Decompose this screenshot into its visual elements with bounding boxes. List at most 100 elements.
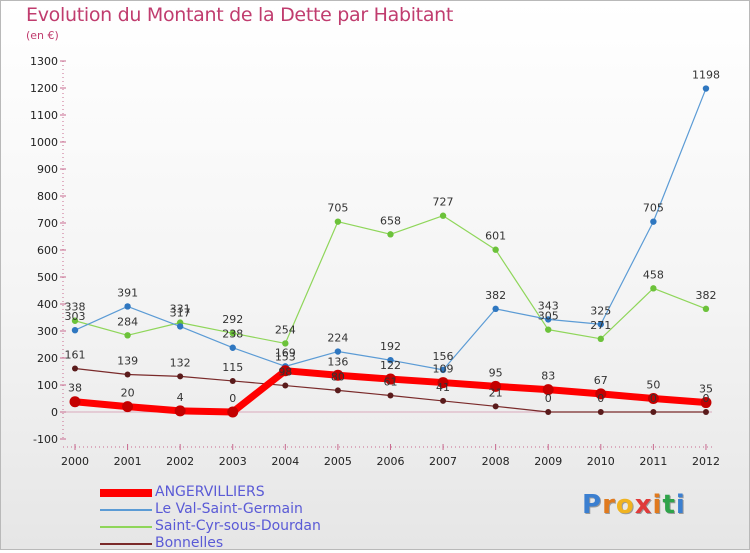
data-label-saint-cyr-sous-dourdan: 305 bbox=[538, 310, 559, 323]
data-label-saint-cyr-sous-dourdan: 292 bbox=[222, 313, 243, 326]
data-label-le-val-saint-germain: 303 bbox=[65, 310, 86, 323]
data-label-bonnelles: 98 bbox=[278, 366, 292, 379]
y-tick-label: 800 bbox=[37, 190, 58, 203]
data-label-angervilliers: 122 bbox=[380, 359, 401, 372]
data-label-saint-cyr-sous-dourdan: 458 bbox=[643, 268, 664, 281]
y-tick-label: 100 bbox=[37, 379, 58, 392]
series-line-le-val-saint-germain bbox=[74, 87, 707, 371]
x-tick-label: 2009 bbox=[534, 455, 562, 468]
data-point-saint-cyr-sous-dourdan bbox=[229, 329, 236, 337]
data-label-le-val-saint-germain: 705 bbox=[643, 202, 664, 215]
y-tick-label: -100 bbox=[33, 433, 58, 446]
data-label-le-val-saint-germain: 325 bbox=[590, 304, 611, 317]
y-tick-label: 700 bbox=[37, 217, 58, 230]
data-point-le-val-saint-germain bbox=[229, 344, 236, 351]
data-point-bonnelles bbox=[334, 387, 341, 394]
x-tick-label: 2012 bbox=[692, 455, 720, 468]
data-label-saint-cyr-sous-dourdan: 382 bbox=[695, 289, 716, 302]
data-point-angervilliers bbox=[490, 380, 502, 392]
data-point-angervilliers bbox=[700, 397, 712, 409]
data-label-bonnelles: 21 bbox=[489, 386, 503, 399]
data-point-le-val-saint-germain bbox=[334, 348, 342, 355]
data-label-saint-cyr-sous-dourdan: 705 bbox=[327, 202, 348, 215]
x-tick-label: 2007 bbox=[429, 455, 457, 468]
y-tick-label: 400 bbox=[37, 298, 58, 311]
x-tick-label: 2003 bbox=[219, 455, 247, 468]
data-label-bonnelles: 161 bbox=[65, 349, 86, 362]
data-point-bonnelles bbox=[597, 409, 604, 415]
data-point-saint-cyr-sous-dourdan bbox=[439, 212, 447, 219]
legend-label: Le Val-Saint-Germain bbox=[155, 501, 303, 517]
logo-letter: i bbox=[652, 490, 663, 520]
data-label-bonnelles: 0 bbox=[650, 392, 657, 405]
x-tick-label: 2004 bbox=[271, 455, 299, 468]
data-label-angervilliers: 83 bbox=[541, 370, 555, 383]
data-label-le-val-saint-germain: 317 bbox=[170, 306, 191, 319]
data-label-le-val-saint-germain: 1198 bbox=[692, 69, 720, 82]
data-point-bonnelles bbox=[282, 382, 289, 389]
x-tick-label: 2008 bbox=[482, 455, 510, 468]
data-label-le-val-saint-germain: 238 bbox=[222, 328, 243, 341]
y-tick-label: 1200 bbox=[30, 82, 58, 95]
data-point-bonnelles bbox=[387, 392, 394, 399]
line-chart: -100010020030040050060070080090010001100… bbox=[30, 55, 720, 468]
data-point-angervilliers bbox=[279, 365, 291, 377]
y-tick-label: 1000 bbox=[30, 136, 58, 149]
x-tick-label: 2000 bbox=[61, 455, 89, 468]
data-label-saint-cyr-sous-dourdan: 271 bbox=[590, 319, 611, 332]
logo-letter: t bbox=[662, 490, 676, 520]
data-point-saint-cyr-sous-dourdan bbox=[702, 305, 710, 313]
data-point-bonnelles bbox=[492, 403, 499, 410]
data-point-le-val-saint-germain bbox=[702, 85, 710, 92]
logo-letter: i bbox=[675, 490, 686, 520]
chart-unit: (en €) bbox=[26, 29, 59, 42]
data-point-saint-cyr-sous-dourdan bbox=[124, 332, 131, 339]
data-label-le-val-saint-germain: 192 bbox=[380, 340, 401, 353]
logo-letter: P bbox=[582, 490, 603, 520]
legend-label: Saint-Cyr-sous-Dourdan bbox=[155, 518, 321, 534]
x-tick-label: 2005 bbox=[324, 455, 352, 468]
data-point-saint-cyr-sous-dourdan bbox=[71, 317, 79, 324]
y-tick-label: 1300 bbox=[30, 55, 58, 68]
data-point-angervilliers bbox=[227, 406, 239, 418]
data-label-bonnelles: 139 bbox=[117, 354, 138, 367]
y-tick-label: 200 bbox=[37, 352, 58, 365]
data-label-le-val-saint-germain: 343 bbox=[538, 299, 559, 312]
data-point-angervilliers bbox=[69, 396, 81, 408]
data-label-saint-cyr-sous-dourdan: 338 bbox=[65, 301, 86, 314]
data-label-angervilliers: 67 bbox=[594, 374, 608, 387]
data-point-saint-cyr-sous-dourdan bbox=[334, 218, 342, 225]
logo-letter: r bbox=[602, 490, 616, 520]
data-point-angervilliers bbox=[437, 377, 449, 389]
legend-label: Bonnelles bbox=[155, 535, 224, 551]
x-tick-label: 2006 bbox=[376, 455, 404, 468]
logo-letter: x bbox=[634, 490, 653, 520]
data-point-le-val-saint-germain bbox=[439, 366, 447, 374]
data-point-angervilliers bbox=[384, 373, 396, 385]
data-label-angervilliers: 153 bbox=[275, 351, 296, 364]
data-label-le-val-saint-germain: 156 bbox=[433, 350, 454, 363]
data-label-bonnelles: 41 bbox=[436, 381, 450, 394]
data-label-saint-cyr-sous-dourdan: 254 bbox=[275, 323, 296, 336]
data-point-saint-cyr-sous-dourdan bbox=[387, 231, 394, 238]
data-point-bonnelles bbox=[545, 409, 552, 415]
data-label-bonnelles: 80 bbox=[331, 370, 345, 383]
y-tick-label: 500 bbox=[37, 271, 58, 284]
y-tick-label: 300 bbox=[37, 325, 58, 338]
data-label-angervilliers: 35 bbox=[699, 383, 713, 396]
data-label-angervilliers: 95 bbox=[489, 366, 503, 379]
data-point-le-val-saint-germain bbox=[597, 321, 604, 328]
data-label-angervilliers: 109 bbox=[433, 363, 454, 376]
data-label-le-val-saint-germain: 169 bbox=[275, 346, 296, 359]
data-point-le-val-saint-germain bbox=[545, 316, 552, 323]
data-label-bonnelles: 0 bbox=[597, 392, 604, 405]
data-label-bonnelles: 0 bbox=[545, 392, 552, 405]
data-point-angervilliers bbox=[174, 405, 186, 417]
data-point-saint-cyr-sous-dourdan bbox=[545, 326, 552, 333]
data-label-saint-cyr-sous-dourdan: 658 bbox=[380, 214, 401, 227]
x-tick-label: 2010 bbox=[587, 455, 615, 468]
data-label-angervilliers: 0 bbox=[229, 392, 236, 405]
data-label-bonnelles: 61 bbox=[383, 376, 397, 389]
y-tick-label: 1100 bbox=[30, 109, 58, 122]
